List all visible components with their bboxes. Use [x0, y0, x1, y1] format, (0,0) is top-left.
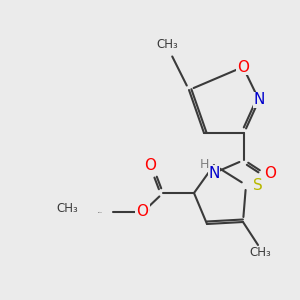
- Text: methyl: methyl: [98, 212, 102, 213]
- Text: methyl: methyl: [100, 211, 105, 212]
- Text: O: O: [137, 205, 149, 220]
- Text: O: O: [136, 203, 148, 218]
- Text: O: O: [237, 59, 249, 74]
- Text: H: H: [199, 158, 209, 172]
- Text: S: S: [253, 178, 263, 193]
- Text: CH₃: CH₃: [249, 247, 271, 260]
- Text: O: O: [144, 158, 156, 173]
- Text: O: O: [104, 211, 105, 212]
- Text: CH₃: CH₃: [56, 202, 78, 215]
- Text: CH₃: CH₃: [156, 38, 178, 50]
- Text: O: O: [144, 160, 156, 175]
- Text: N: N: [208, 166, 220, 181]
- Text: O: O: [264, 166, 276, 181]
- Text: N: N: [253, 92, 265, 107]
